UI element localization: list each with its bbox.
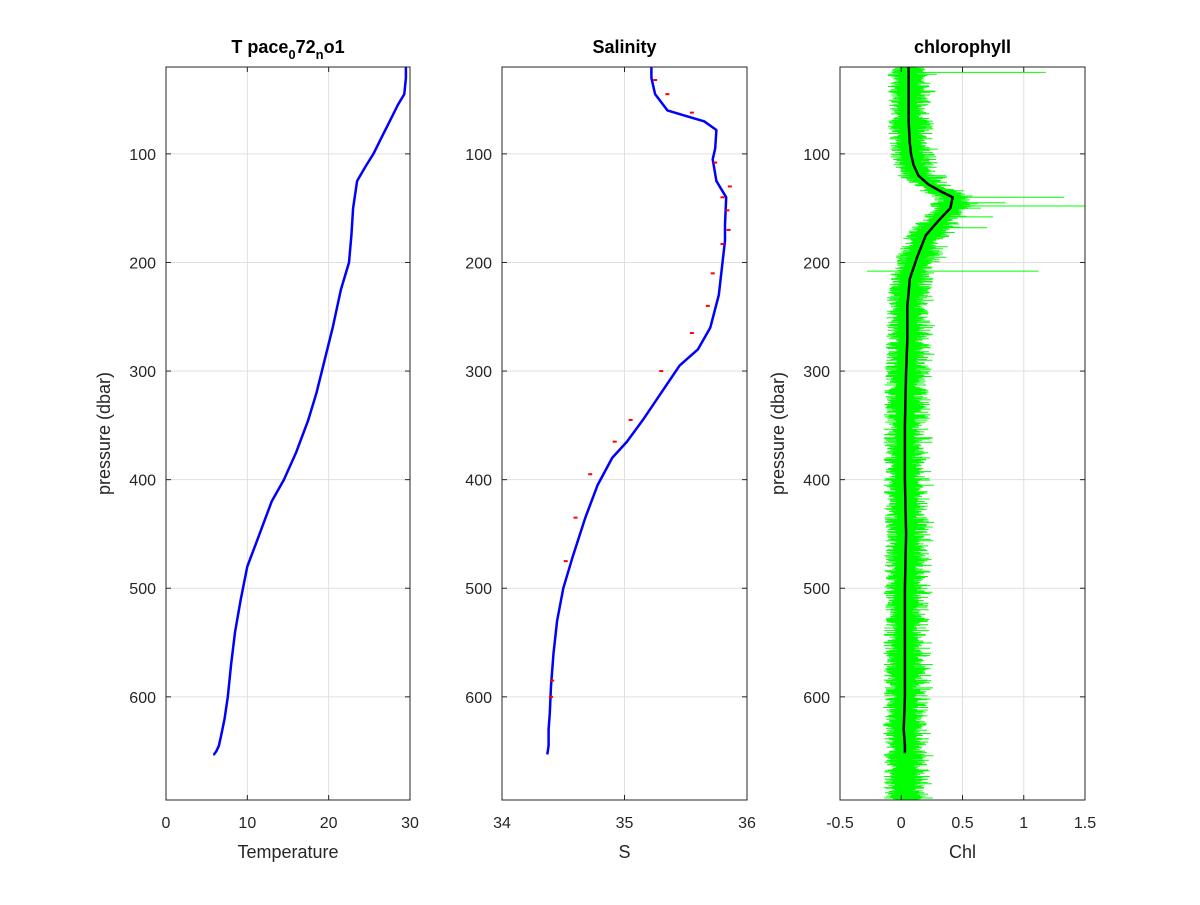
y-tick-label: 200 [465,255,492,272]
axes-box [165,66,411,801]
y-tick-label: 300 [803,364,830,381]
x-tick-label: 0 [162,815,171,832]
x-tick-label: 0.5 [951,815,973,832]
y-tick-label: 500 [465,581,492,598]
y-axis-label: pressure (dbar) [768,372,788,495]
y-tick-label: 600 [465,690,492,707]
y-tick-label: 100 [129,147,156,164]
x-tick-label: 35 [616,815,634,832]
title-part: n [316,47,324,62]
y-tick-label: 300 [129,364,156,381]
x-tick-label: 20 [320,815,338,832]
series-line [902,67,954,754]
y-tick-label: 500 [129,581,156,598]
x-axis-label: Chl [949,842,976,862]
x-tick-label: 1.5 [1074,815,1096,832]
series-line [546,67,728,755]
title-part: 0 [288,47,295,62]
panel-title: Salinity [592,37,656,57]
title-part: T pace [231,37,288,57]
panel-2: 34 35 36 100 200 300 400 500 600 S Salinity [465,37,756,862]
y-tick-label: 100 [803,147,830,164]
y-tick-label: 200 [803,255,830,272]
y-axis-label: pressure (dbar) [94,372,114,495]
y-tick-label: 400 [465,473,492,490]
x-tick-label: 34 [493,815,511,832]
y-tick-label: 200 [129,255,156,272]
x-tick-label: 30 [401,815,419,832]
y-tick-label: 600 [129,690,156,707]
panel-title: T pace072no1 [231,37,344,62]
x-axis-label: Temperature [237,842,338,862]
y-tick-label: 400 [803,473,830,490]
title-part: o1 [324,37,345,57]
panel-title: chlorophyll [914,37,1011,57]
x-axis-label: S [618,842,630,862]
panel-1: 0 10 20 30 100 200 300 400 500 600 Temperature pres… [94,37,419,862]
y-tick-label: 500 [803,581,830,598]
x-tick-label: 1 [1019,815,1028,832]
plot-area [212,67,408,756]
title-part: 72 [296,37,316,57]
chl-noise-band [882,67,978,800]
panel-3: -0.5 0 0.5 1 1.5 100 200 300 400 500 600 Chl pressur… [768,37,1096,862]
y-tick-label: 400 [129,473,156,490]
y-tick-label: 600 [803,690,830,707]
plot-area [866,67,1085,800]
y-tick-label: 100 [465,147,492,164]
x-tick-label: 0 [897,815,906,832]
x-tick-label: 10 [238,815,256,832]
x-tick-label: 36 [738,815,756,832]
y-tick-label: 300 [465,364,492,381]
plot-area [546,67,732,755]
series-line [212,67,408,756]
x-tick-label: -0.5 [826,815,854,832]
